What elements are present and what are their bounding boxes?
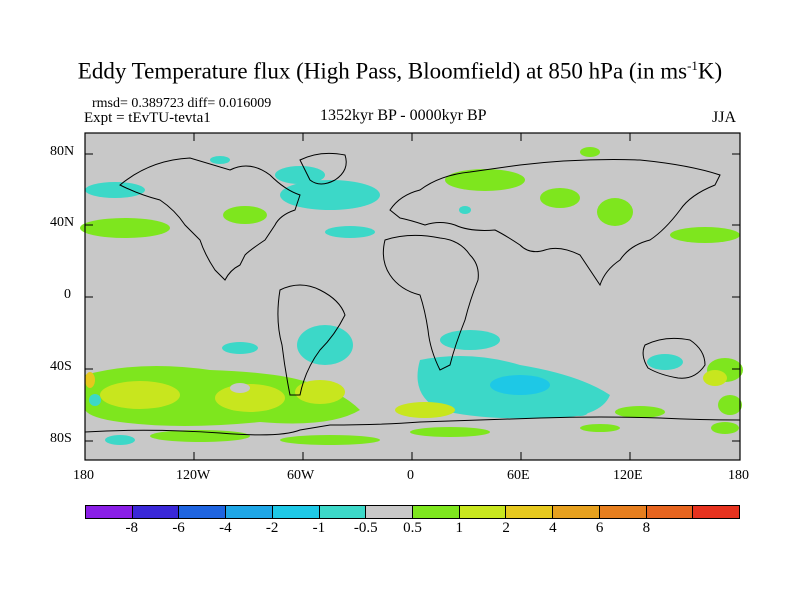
anomaly-patch	[572, 408, 588, 416]
colorbar-swatch	[506, 506, 554, 518]
anomaly-patch	[210, 156, 230, 164]
anomaly-patch	[670, 227, 740, 243]
coastline-antarctica	[84, 416, 741, 436]
colorbar-swatch	[226, 506, 273, 518]
anomaly-patch	[718, 395, 742, 415]
lat-label: 40S	[50, 359, 72, 374]
colorbar-label: 2	[502, 520, 510, 536]
lon-label: 60E	[507, 468, 530, 483]
anomaly-patch	[395, 402, 455, 418]
colorbar-label: 1	[455, 520, 464, 536]
colorbar-swatch	[646, 506, 694, 518]
colorbar-label: -1	[312, 520, 326, 536]
lon-label: 180	[728, 468, 749, 483]
colorbar-label: -6	[172, 520, 185, 536]
coastlines	[84, 152, 741, 436]
coastline-eurasia	[389, 159, 721, 287]
anomaly-patch	[230, 383, 250, 393]
stats-text: rmsd= 0.389723 diff= 0.016009	[92, 96, 272, 111]
anomaly-patch	[280, 180, 380, 210]
anomaly-patch	[490, 375, 550, 395]
anomaly-patch	[711, 422, 739, 434]
plot-title: Eddy Temperature flux (High Pass, Bloomf…	[77, 58, 723, 84]
coastline-africa	[382, 234, 479, 371]
anomaly-patch	[105, 435, 135, 445]
colorbar	[85, 505, 740, 519]
anomaly-patch	[222, 342, 258, 354]
colorbar-swatch	[179, 506, 227, 518]
colorbar-swatch	[86, 506, 133, 518]
lon-label: 180	[73, 468, 94, 483]
colorbar-label: -0.5	[353, 520, 378, 536]
colorbar-swatch	[413, 506, 460, 518]
coastline-greenland	[299, 152, 347, 185]
colorbar-label: 0.5	[403, 520, 422, 536]
lat-label: 40N	[50, 215, 75, 230]
colorbar-swatch	[553, 506, 600, 518]
anomaly-patch	[280, 435, 380, 445]
anomaly-patch	[445, 169, 525, 191]
lat-label: 80N	[50, 144, 75, 159]
anomaly-patch	[615, 406, 665, 418]
colorbar-label: 8	[642, 520, 651, 536]
anomaly-patch	[80, 218, 170, 238]
colorbar-label: -2	[265, 520, 279, 536]
colorbar-swatch	[319, 506, 367, 518]
coastline-south-america	[277, 284, 346, 396]
anomaly-patch	[215, 384, 285, 412]
colorbar-label: -8	[125, 520, 139, 536]
lat-label: 80S	[50, 431, 72, 446]
lat-label: 0	[64, 287, 71, 302]
anomaly-patch	[540, 188, 580, 208]
colorbar-swatch	[366, 506, 414, 518]
anomaly-patch	[580, 147, 600, 157]
period-label: 1352kyr BP - 0000kyr BP	[320, 107, 487, 124]
coastline-australia	[642, 337, 706, 379]
anomaly-patch	[325, 226, 375, 238]
colorbar-swatch	[599, 506, 647, 518]
season-label: JJA	[712, 109, 737, 126]
anomaly-patch	[89, 394, 101, 406]
colorbar-label: 6	[595, 520, 604, 536]
colorbar-label: -4	[219, 520, 232, 536]
anomaly-patch	[275, 166, 325, 184]
colorbar-swatch	[693, 506, 740, 518]
anomaly-patch	[580, 424, 620, 432]
lon-label: 120W	[176, 468, 211, 483]
anomaly-patch	[410, 427, 490, 437]
colorbar-swatch	[459, 506, 507, 518]
anomaly-patch	[85, 372, 95, 388]
axis-ticks	[85, 133, 740, 460]
colorbar-swatch	[272, 506, 320, 518]
anomaly-patch	[459, 206, 471, 214]
coastline-north-america	[119, 157, 301, 281]
anomaly-patch	[703, 370, 727, 386]
anomaly-patch	[440, 330, 500, 350]
anomaly-patch	[85, 182, 145, 198]
anomaly-patch	[647, 354, 683, 370]
anomaly-patch	[223, 206, 267, 224]
lon-label: 0	[407, 468, 414, 483]
anomaly-patch	[100, 381, 180, 409]
colorbar-swatch	[132, 506, 180, 518]
lon-label: 120E	[613, 468, 643, 483]
lon-label: 60W	[287, 468, 315, 483]
anomaly-patch	[597, 198, 633, 226]
experiment-label: Expt = tEvTU-tevta1	[84, 110, 211, 126]
colorbar-label: 4	[549, 520, 557, 536]
anomaly-patch	[295, 380, 345, 404]
